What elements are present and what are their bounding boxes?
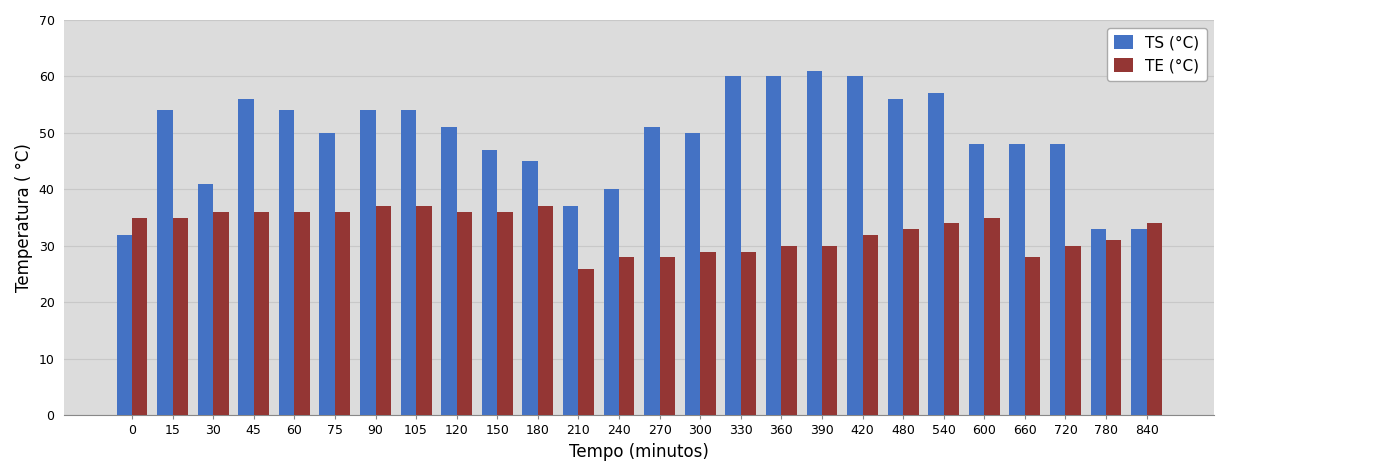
Bar <box>279 110 295 416</box>
Bar <box>985 218 1000 416</box>
Bar <box>416 207 432 416</box>
Bar <box>766 77 781 416</box>
Bar <box>156 110 173 416</box>
Bar <box>335 212 351 416</box>
Bar <box>563 207 578 416</box>
Bar <box>441 127 457 416</box>
Bar <box>457 212 472 416</box>
Bar <box>685 133 700 416</box>
Bar <box>360 110 376 416</box>
Bar <box>740 252 756 416</box>
Bar <box>522 161 538 416</box>
Bar <box>1051 144 1066 416</box>
Bar <box>862 235 877 416</box>
Bar <box>131 218 148 416</box>
Bar <box>1066 246 1081 416</box>
Bar <box>928 93 944 416</box>
Bar <box>781 246 796 416</box>
Bar <box>1147 223 1162 416</box>
Bar <box>320 133 335 416</box>
Bar <box>604 189 619 416</box>
Bar <box>482 150 497 416</box>
Bar <box>497 212 513 416</box>
Bar <box>1132 229 1147 416</box>
X-axis label: Tempo (minutos): Tempo (minutos) <box>570 443 710 461</box>
Bar <box>198 184 214 416</box>
Bar <box>116 235 131 416</box>
Bar <box>970 144 985 416</box>
Bar <box>538 207 553 416</box>
Bar <box>376 207 391 416</box>
Y-axis label: Temperatura ( °C): Temperatura ( °C) <box>15 143 34 292</box>
Bar <box>1091 229 1106 416</box>
Bar <box>239 99 254 416</box>
Legend: TS (°C), TE (°C): TS (°C), TE (°C) <box>1106 28 1207 81</box>
Bar <box>173 218 189 416</box>
Bar <box>944 223 960 416</box>
Bar <box>295 212 310 416</box>
Bar <box>401 110 416 416</box>
Bar <box>725 77 740 416</box>
Bar <box>902 229 919 416</box>
Bar <box>619 257 634 416</box>
Bar <box>1106 240 1122 416</box>
Bar <box>821 246 837 416</box>
Bar <box>1010 144 1025 416</box>
Bar <box>847 77 862 416</box>
Bar <box>578 268 594 416</box>
Bar <box>659 257 675 416</box>
Bar <box>214 212 229 416</box>
Bar <box>1025 257 1041 416</box>
Bar <box>644 127 659 416</box>
Bar <box>887 99 902 416</box>
Bar <box>700 252 715 416</box>
Bar <box>254 212 270 416</box>
Bar <box>806 71 821 416</box>
